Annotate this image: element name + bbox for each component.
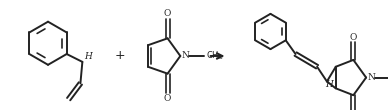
Text: O: O xyxy=(350,33,357,42)
Text: +: + xyxy=(114,50,125,62)
Text: N: N xyxy=(367,73,375,82)
Text: H: H xyxy=(84,53,92,61)
Text: N: N xyxy=(181,52,189,60)
Text: H: H xyxy=(325,80,333,89)
Text: O: O xyxy=(164,94,171,103)
Text: O: O xyxy=(164,9,171,18)
Text: CH$_3$: CH$_3$ xyxy=(206,50,223,62)
